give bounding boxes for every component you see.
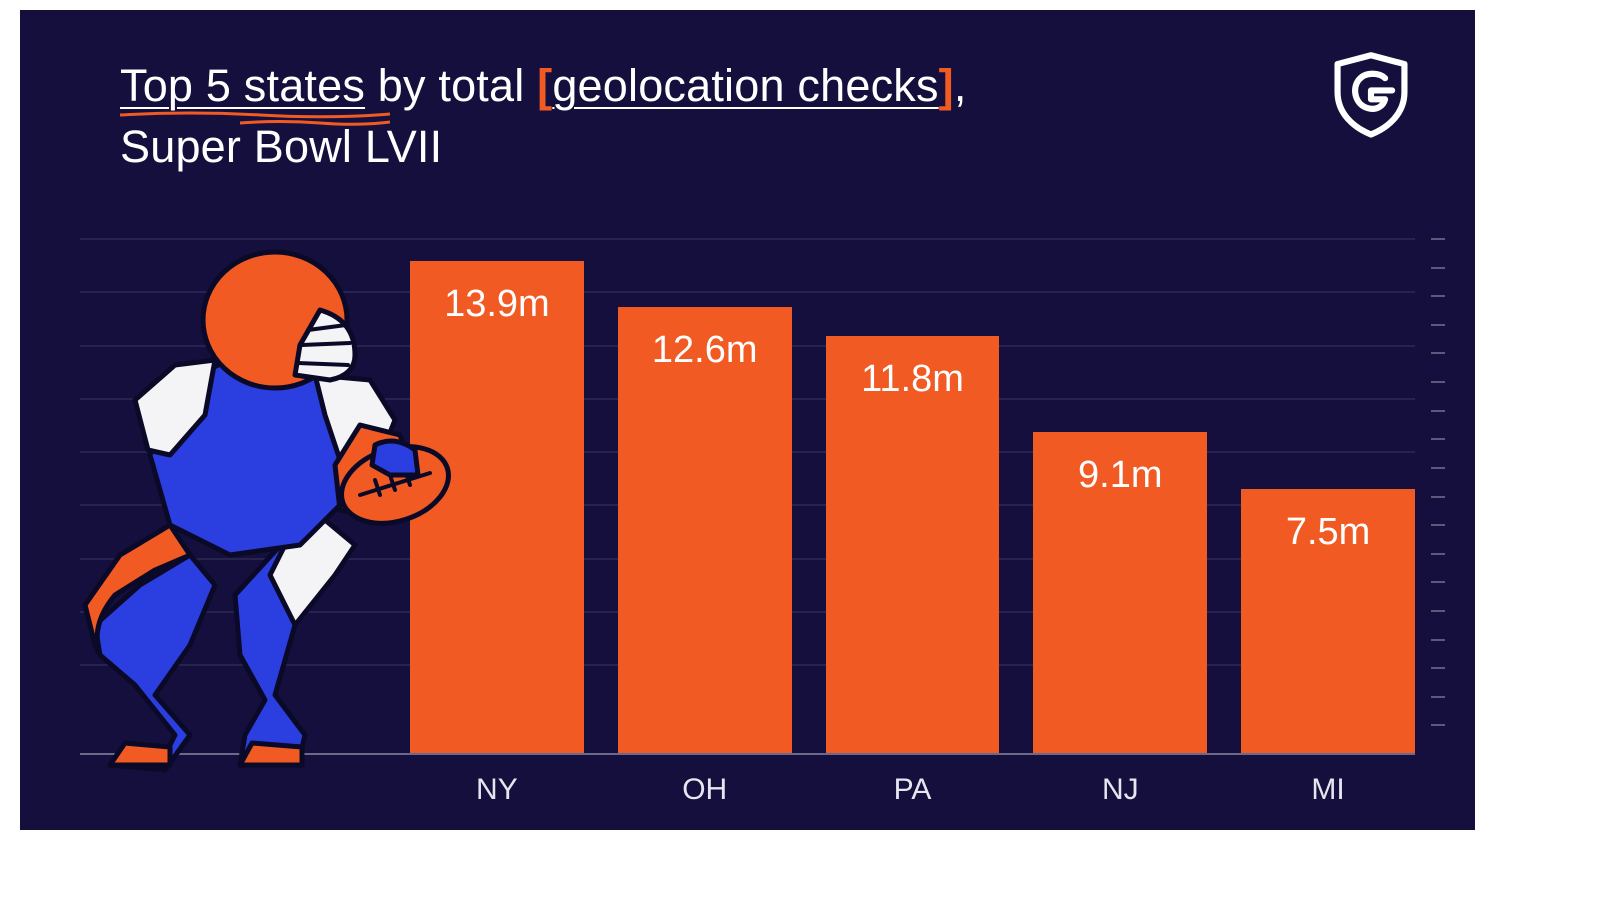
bar-chart: 13.9m12.6m11.8m9.1m7.5m NYOHPANJMI <box>80 240 1415 755</box>
bars-container: 13.9m12.6m11.8m9.1m7.5m <box>410 240 1415 755</box>
bar-value: 9.1m <box>1078 432 1162 755</box>
football-player-illustration <box>40 225 470 785</box>
x-label: OH <box>618 773 792 807</box>
infographic-stage: Top 5 states by total [geolocation check… <box>20 10 1475 830</box>
bar-oh: 12.6m <box>618 307 792 755</box>
bar-nj: 9.1m <box>1033 432 1207 755</box>
bar-pa: 11.8m <box>826 336 1000 755</box>
y-ticks-right <box>1425 240 1445 755</box>
x-label: PA <box>826 773 1000 807</box>
bar-mi: 7.5m <box>1241 489 1415 755</box>
bar-value: 11.8m <box>861 336 964 755</box>
shield-icon <box>1327 50 1415 138</box>
title-emphasis-2: geolocation checks <box>552 60 938 111</box>
bar-value: 12.6m <box>652 307 758 755</box>
title-emphasis-1: Top 5 states <box>120 60 365 111</box>
title-line2: Super Bowl LVII <box>120 117 1325 178</box>
x-label: NJ <box>1033 773 1207 807</box>
bracket-close: ] <box>939 60 954 111</box>
chart-title: Top 5 states by total [geolocation check… <box>120 56 1325 178</box>
x-label: MI <box>1241 773 1415 807</box>
bracket-open: [ <box>537 60 552 111</box>
brand-logo <box>1327 50 1415 138</box>
x-axis-labels: NYOHPANJMI <box>410 773 1415 807</box>
bar-value: 7.5m <box>1286 489 1370 755</box>
